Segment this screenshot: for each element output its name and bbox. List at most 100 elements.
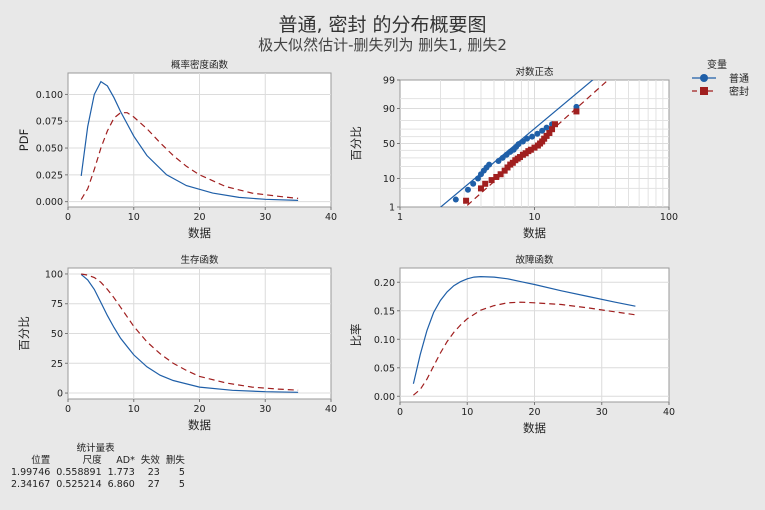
x-tick-label: 20 xyxy=(528,407,540,418)
stats-header-cell: 位置 xyxy=(31,455,51,466)
data-point xyxy=(495,158,502,165)
data-point xyxy=(515,141,522,148)
series-line xyxy=(80,112,299,200)
data-point xyxy=(497,171,504,178)
stats-cell: 1.99746 xyxy=(11,467,51,478)
x-tick-label: 20 xyxy=(193,212,205,223)
y-tick-label: 0.00 xyxy=(374,392,395,403)
series-line xyxy=(80,80,299,201)
legend-marker xyxy=(700,74,708,82)
x-tick-label: 40 xyxy=(663,407,675,418)
stats-cell: 2.34167 xyxy=(11,479,51,490)
y-tick-label: 10 xyxy=(383,174,395,185)
x-tick-label: 0 xyxy=(397,407,403,418)
y-tick-label: 100 xyxy=(45,269,63,280)
stats-header-cell: AD* xyxy=(116,455,135,466)
y-tick-label: 75 xyxy=(51,299,63,310)
y-tick-label: 50 xyxy=(383,139,395,150)
y-tick-label: 50 xyxy=(51,329,63,340)
data-point xyxy=(543,124,550,131)
data-point xyxy=(573,108,580,115)
x-tick-label: 10 xyxy=(461,407,473,418)
x-tick-label: 20 xyxy=(193,404,205,415)
x-tick-label: 30 xyxy=(259,212,271,223)
x-tick-label: 10 xyxy=(128,404,140,415)
x-tick-label: 1 xyxy=(397,212,403,223)
y-axis-label: 比率 xyxy=(349,324,363,347)
stats-table-caption: 统计量表 xyxy=(76,443,115,454)
data-point xyxy=(546,129,553,136)
x-tick-label: 40 xyxy=(325,212,337,223)
stats-cell: 5 xyxy=(178,479,185,490)
stats-row: 1.99746 0.558891 1.773 23 5 xyxy=(8,467,194,479)
y-axis-label: PDF xyxy=(17,129,31,151)
legend-label: 普通 xyxy=(729,72,749,85)
y-axis-label: 百分比 xyxy=(349,126,363,161)
figure-subtitle: 极大似然估计-删失列为 删失1, 删失2 xyxy=(258,36,507,54)
series-line xyxy=(412,275,636,384)
stats-cell: 23 xyxy=(147,467,160,478)
data-point xyxy=(524,135,531,142)
stats-table: 统计量表 位置 尺度 AD* 失效 删失 1.99746 0.558891 1.… xyxy=(8,443,194,491)
y-tick-label: 25 xyxy=(51,359,63,370)
data-point xyxy=(531,144,538,151)
x-tick-label: 0 xyxy=(65,212,71,223)
stats-cell: 5 xyxy=(178,467,185,478)
y-axis-label: 百分比 xyxy=(17,316,31,351)
series-line xyxy=(80,273,299,393)
y-tick-label: 0.05 xyxy=(374,363,395,374)
x-tick-label: 40 xyxy=(325,404,337,415)
data-point xyxy=(452,196,459,203)
y-tick-label: 0.100 xyxy=(36,90,63,101)
data-point xyxy=(488,177,495,184)
x-axis-label: 数据 xyxy=(188,226,211,240)
stats-cell: 1.773 xyxy=(107,467,135,478)
data-point xyxy=(477,185,484,192)
stats-row: 2.34167 0.525214 6.860 27 5 xyxy=(8,479,194,491)
stats-header-cell: 尺度 xyxy=(82,455,102,466)
data-point xyxy=(470,180,477,187)
panel-title: 概率密度函数 xyxy=(171,59,229,71)
y-tick-label: 0.025 xyxy=(36,170,63,181)
stats-cell: 27 xyxy=(147,479,160,490)
data-point xyxy=(493,173,500,180)
data-point xyxy=(527,146,534,153)
x-tick-label: 100 xyxy=(660,212,678,223)
x-tick-label: 10 xyxy=(528,212,540,223)
figure-title: 普通, 密封 的分布概要图 xyxy=(278,14,487,36)
panel-title: 故障函数 xyxy=(515,254,554,266)
x-tick-label: 0 xyxy=(65,404,71,415)
data-point xyxy=(463,197,470,204)
data-point xyxy=(573,103,580,110)
stats-header-cell: 删失 xyxy=(165,455,185,466)
fit-line xyxy=(439,80,594,207)
stats-cell: 0.558891 xyxy=(56,467,102,478)
y-tick-label: 0.10 xyxy=(374,335,395,346)
y-tick-label: 0 xyxy=(57,389,63,400)
data-point xyxy=(474,175,481,182)
y-tick-label: 0.15 xyxy=(374,306,395,317)
series-line xyxy=(413,301,636,396)
data-point xyxy=(551,121,558,128)
data-point xyxy=(486,161,493,168)
stats-cell: 6.860 xyxy=(107,479,135,490)
data-point xyxy=(482,180,489,187)
data-point xyxy=(549,126,556,133)
x-tick-label: 10 xyxy=(128,212,140,223)
stats-cell: 0.525214 xyxy=(56,479,102,490)
data-point xyxy=(539,127,546,134)
stats-header-cell: 失效 xyxy=(140,455,160,466)
x-tick-label: 30 xyxy=(596,407,608,418)
x-axis-label: 数据 xyxy=(523,421,546,435)
legend-title: 变量 xyxy=(707,58,727,71)
data-point xyxy=(529,133,536,140)
x-axis-label: 数据 xyxy=(523,226,546,240)
legend-marker xyxy=(700,87,708,95)
legend-label: 密封 xyxy=(729,85,749,98)
y-tick-label: 0.050 xyxy=(36,144,63,155)
y-tick-label: 0.000 xyxy=(36,197,63,208)
data-point xyxy=(534,130,541,137)
panel-title: 生存函数 xyxy=(180,254,219,266)
